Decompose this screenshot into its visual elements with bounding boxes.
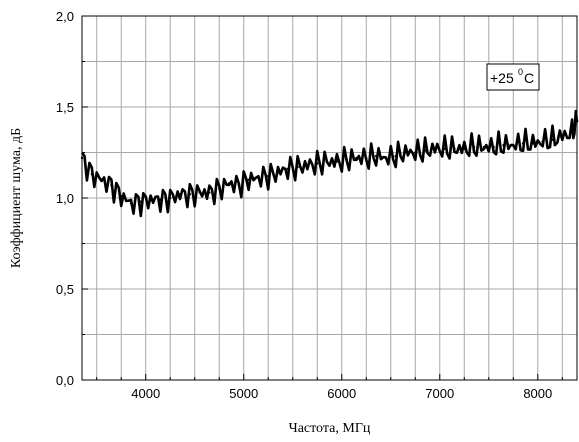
y-tick-label: 0,5 [56,282,74,297]
data-point [90,173,94,176]
data-point [159,198,162,202]
x-tick-label: 7000 [425,386,454,401]
data-point [404,151,407,154]
data-point [80,156,84,160]
data-point [188,193,192,196]
data-point [227,182,231,185]
data-point [575,120,579,123]
data-point [414,151,417,154]
series-line-0 [80,109,579,218]
y-tick-label: 0,0 [56,373,74,388]
data-point [169,196,172,200]
data-point [561,134,564,138]
x-tick-label: 5000 [229,386,258,401]
data-point [374,154,378,158]
data-point [139,200,143,203]
data-point [541,140,544,143]
x-tick-label: 6000 [327,386,356,401]
data-point [149,198,152,202]
y-tick-label: 1,0 [56,191,74,206]
data-point [129,202,133,205]
data-point [120,194,123,198]
data-point [178,193,182,196]
annotation-text: +25 [490,70,514,86]
data-point [472,145,476,149]
data-point [316,162,319,165]
data-point [502,144,505,147]
annotation-suffix: C [524,70,534,86]
annotation-box [486,63,540,91]
y-tick-label: 2,0 [56,9,74,24]
y-axis-title: Коэффициент шума, дБ [9,128,24,268]
data-point [286,167,290,171]
y-tick-label: 1,5 [56,100,74,115]
data-point [482,145,486,149]
data-point [453,147,456,151]
data-point [423,149,427,152]
data-point [198,191,201,194]
data-point [433,147,437,151]
data-point [570,131,574,134]
data-point [296,165,299,169]
data-point [100,178,103,181]
data-point [365,156,368,160]
data-point [335,160,339,163]
annotation-superscript: 0 [518,67,523,77]
data-point [463,147,466,151]
data-point [325,160,329,163]
data-point [237,184,241,187]
data-point [355,156,358,160]
data-point [276,171,280,174]
data-point [218,187,221,191]
data-point [443,147,446,151]
x-tick-label: 4000 [131,386,160,401]
data-point [110,184,113,187]
data-point [512,144,515,147]
data-point [208,191,211,194]
x-tick-label: 8000 [523,386,552,401]
data-point [551,138,554,141]
data-point [521,142,525,145]
x-axis-title: Частота, МГц [289,421,371,436]
data-point [384,156,388,160]
data-point [345,158,348,161]
data-point [247,178,250,181]
data-point [394,154,397,158]
data-point [492,145,495,149]
data-point [267,174,270,178]
data-point [257,176,260,180]
data-point [531,142,535,145]
data-point [306,164,309,167]
